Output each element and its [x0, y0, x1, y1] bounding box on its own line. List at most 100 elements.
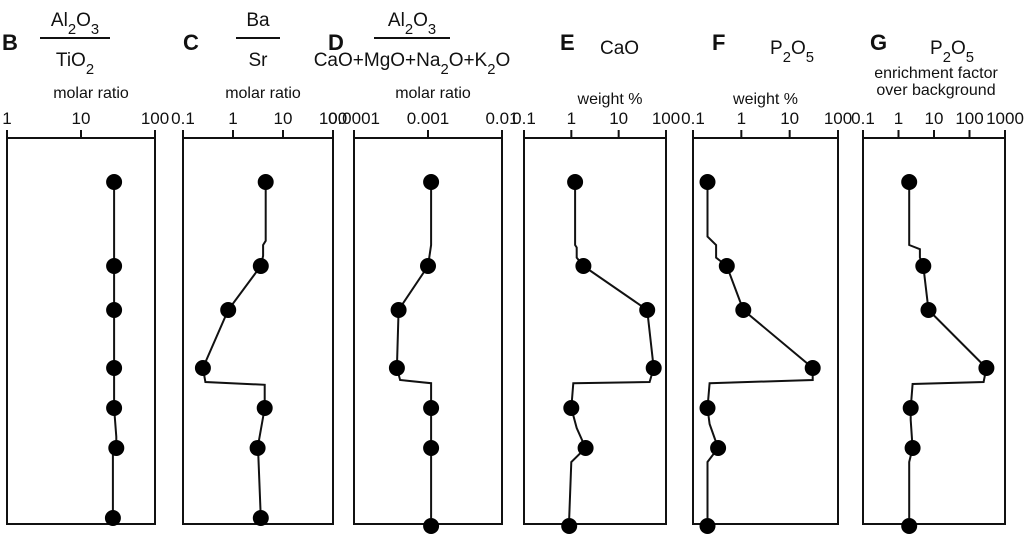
x-tick-label: 10: [274, 109, 293, 128]
data-point: [423, 518, 440, 534]
data-point: [104, 510, 121, 526]
panel-letter: E: [560, 30, 575, 55]
panel-c: C Ba Sr molar ratio 0.1 1 10 100: [171, 10, 347, 526]
panel-subtitle: molar ratio: [395, 85, 471, 102]
plot-frame: [523, 137, 667, 525]
data-point: [106, 400, 123, 416]
profile-line: [201, 182, 267, 519]
profile-line: [111, 182, 118, 518]
data-point: [423, 440, 440, 456]
data-point: [645, 360, 662, 376]
panel-d: D Al2O3 CaO+MgO+Na2O+K2O molar ratio 0.0001 0…: [314, 10, 519, 534]
x-tick-label: 100: [141, 109, 169, 128]
data-point: [108, 440, 125, 456]
data-point: [561, 518, 578, 534]
plot-frame: [6, 137, 156, 525]
panel-letter: B: [2, 30, 18, 55]
data-point: [920, 302, 937, 318]
data-point: [252, 258, 269, 274]
data-point: [699, 174, 716, 190]
x-tick-label: 0.0001: [328, 109, 380, 128]
x-tick-label: 10: [72, 109, 91, 128]
data-point: [978, 360, 995, 376]
data-point: [901, 174, 918, 190]
x-tick-label: 0.1: [851, 109, 875, 128]
x-tick-label: 1000: [986, 109, 1024, 128]
data-point: [106, 258, 123, 274]
title-numerator: Al2O3: [51, 10, 99, 38]
panel-subtitle: molar ratio: [225, 85, 301, 102]
profile-line: [706, 182, 814, 518]
plot-frame: [862, 137, 1006, 525]
x-tick-label: 1: [2, 109, 11, 128]
data-point: [699, 400, 716, 416]
data-point: [106, 174, 123, 190]
panel-title: P2O5: [770, 38, 814, 66]
panel-letter: G: [870, 30, 887, 55]
panel-subtitle: weight %: [577, 91, 643, 108]
data-point: [423, 400, 440, 416]
panel-title: P2O5: [930, 38, 974, 66]
data-point: [718, 258, 735, 274]
plot-frame: [353, 137, 503, 525]
panel-e: E CaO weight % 0.1 1 10 100: [512, 30, 680, 534]
plot-frame: [692, 137, 839, 525]
title-denominator: Sr: [249, 50, 269, 71]
x-tick-label: 1: [894, 109, 903, 128]
data-point: [567, 174, 584, 190]
panel-title: CaO: [600, 38, 639, 59]
data-point: [390, 302, 407, 318]
panel-f: F P2O5 weight % 0.1 1 10 100: [681, 30, 852, 534]
data-point: [804, 360, 821, 376]
panel-subtitle: weight %: [732, 91, 798, 108]
data-point: [420, 258, 436, 274]
x-tick-label: 1: [228, 109, 237, 128]
profile-line: [568, 182, 655, 519]
panel-letter: D: [328, 30, 344, 55]
data-point: [423, 174, 440, 190]
x-tick-label: 10: [609, 109, 628, 128]
data-point: [575, 258, 592, 274]
x-tick-label: 0.1: [681, 109, 705, 128]
panel-subtitle-line: enrichment factor: [874, 65, 998, 82]
data-point: [252, 510, 269, 526]
panel-b: B Al2O3 TiO2 molar ratio 1 10 100: [2, 10, 169, 526]
title-denominator: CaO+MgO+Na2O+K2O: [314, 50, 511, 78]
x-tick-label: 10: [925, 109, 944, 128]
x-tick-label: 10: [780, 109, 799, 128]
data-point: [249, 440, 266, 456]
x-tick-label: 0.1: [171, 109, 195, 128]
data-point: [257, 174, 274, 190]
data-point: [699, 518, 716, 534]
profile-line: [908, 182, 988, 518]
data-point: [904, 440, 921, 456]
title-numerator: Al2O3: [388, 10, 436, 38]
data-point: [710, 440, 727, 456]
x-tick-label: 1: [567, 109, 576, 128]
x-tick-label: 100: [652, 109, 680, 128]
x-tick-label: 0.001: [407, 109, 450, 128]
data-point: [106, 360, 123, 376]
x-tick-label: 0.01: [485, 109, 518, 128]
data-point: [735, 302, 752, 318]
data-point: [194, 360, 211, 376]
x-tick-label: 0.1: [512, 109, 536, 128]
x-tick-label: 100: [955, 109, 983, 128]
title-denominator: TiO2: [56, 50, 94, 78]
panel-letter: C: [183, 30, 199, 55]
profile-line: [395, 182, 433, 518]
data-point: [256, 400, 273, 416]
data-point: [106, 302, 123, 318]
panel-subtitle-line: over background: [876, 82, 995, 99]
x-tick-label: 100: [824, 109, 852, 128]
data-point: [915, 258, 932, 274]
data-point: [563, 400, 580, 416]
panel-letter: F: [712, 30, 725, 55]
data-point: [639, 302, 656, 318]
data-point: [901, 518, 918, 534]
data-point: [388, 360, 405, 376]
title-numerator: Ba: [246, 10, 270, 31]
panel-subtitle: molar ratio: [53, 85, 129, 102]
